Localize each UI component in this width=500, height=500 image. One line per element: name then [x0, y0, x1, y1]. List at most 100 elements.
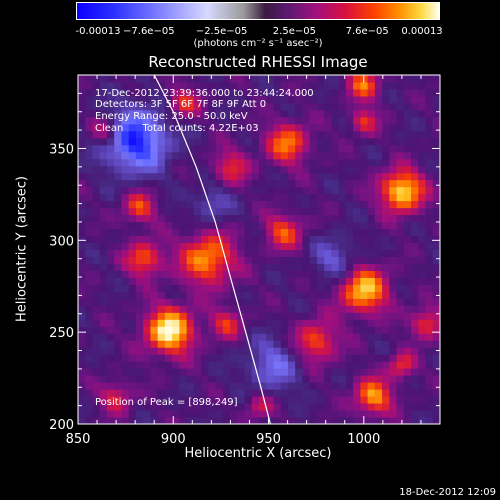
- heatmap-cell: [411, 214, 419, 223]
- heatmap-cell: [345, 88, 354, 97]
- heatmap-cell: [201, 137, 209, 146]
- heatmap-cell: [215, 228, 224, 237]
- heatmap-cell: [309, 137, 318, 146]
- heatmap-cell: [215, 88, 224, 97]
- heatmap-cell: [106, 130, 115, 139]
- heatmap-cell: [186, 235, 195, 244]
- heatmap-cell: [432, 221, 441, 230]
- heatmap-cell: [128, 256, 137, 264]
- heatmap-cell: [273, 144, 282, 153]
- heatmap-cell: [309, 389, 318, 397]
- heatmap-cell: [273, 361, 282, 369]
- clean-counts-annotation: Clean Total counts: 4.22E+03: [95, 123, 259, 134]
- heatmap-cell: [273, 270, 282, 278]
- heatmap-cell: [215, 75, 224, 83]
- heatmap-cell: [418, 151, 427, 160]
- heatmap-cell: [251, 375, 260, 383]
- heatmap-cell: [92, 123, 101, 132]
- heatmap-cell: [331, 214, 340, 223]
- heatmap-cell: [389, 382, 398, 390]
- heatmap-cell: [114, 361, 122, 369]
- heatmap-cell: [367, 123, 376, 132]
- heatmap-cell: [164, 410, 173, 418]
- heatmap-cell: [143, 242, 151, 250]
- heatmap-cell: [251, 382, 260, 390]
- heatmap-cell: [287, 256, 296, 264]
- heatmap-cell: [92, 417, 101, 425]
- heatmap-cell: [99, 130, 108, 139]
- heatmap-cell: [432, 410, 441, 418]
- heatmap-cell: [382, 75, 390, 83]
- heatmap-cell: [208, 382, 217, 390]
- heatmap-cell: [403, 375, 412, 383]
- heatmap-cell: [411, 277, 419, 285]
- heatmap-cell: [193, 249, 202, 257]
- heatmap-cell: [403, 95, 412, 104]
- heatmap-cell: [208, 207, 217, 216]
- heatmap-cell: [418, 179, 427, 188]
- heatmap-cell: [295, 263, 303, 271]
- heatmap-cell: [157, 221, 166, 230]
- heatmap-cell: [295, 256, 303, 264]
- heatmap-cell: [411, 270, 419, 278]
- heatmap-cell: [280, 109, 289, 118]
- heatmap-cell: [92, 193, 101, 202]
- heatmap-cell: [309, 123, 318, 132]
- heatmap-cell: [208, 277, 217, 285]
- heatmap-cell: [338, 130, 347, 139]
- heatmap-cell: [353, 151, 361, 160]
- heatmap-cell: [259, 326, 267, 334]
- heatmap-cell: [186, 389, 195, 397]
- heatmap-cell: [106, 109, 115, 118]
- heatmap-cell: [374, 249, 383, 257]
- heatmap-cell: [295, 151, 303, 160]
- heatmap-cell: [324, 95, 332, 104]
- heatmap-cell: [128, 242, 137, 250]
- heatmap-cell: [360, 165, 369, 174]
- heatmap-cell: [295, 88, 303, 97]
- heatmap-cell: [237, 319, 246, 327]
- heatmap-cell: [324, 326, 332, 334]
- heatmap-cell: [172, 179, 180, 188]
- heatmap-cell: [179, 375, 188, 383]
- heatmap-cell: [222, 242, 231, 250]
- heatmap-cell: [92, 242, 101, 250]
- heatmap-cell: [201, 88, 209, 97]
- heatmap-cell: [382, 326, 390, 334]
- heatmap-cell: [114, 256, 122, 264]
- heatmap-cell: [237, 361, 246, 369]
- heatmap-cell: [403, 81, 412, 90]
- heatmap-cell: [85, 228, 93, 237]
- heatmap-cell: [295, 158, 303, 167]
- heatmap-cell: [179, 326, 188, 334]
- heatmap-cell: [128, 333, 137, 341]
- heatmap-cell: [157, 368, 166, 376]
- heatmap-cell: [374, 319, 383, 327]
- heatmap-cell: [106, 368, 115, 376]
- heatmap-cell: [143, 389, 151, 397]
- heatmap-cell: [143, 158, 151, 167]
- heatmap-cell: [179, 235, 188, 244]
- heatmap-cell: [222, 144, 231, 153]
- heatmap-cell: [186, 298, 195, 306]
- heatmap-cell: [215, 179, 224, 188]
- heatmap-cell: [302, 396, 311, 404]
- heatmap-cell: [121, 284, 130, 292]
- heatmap-cell: [403, 172, 412, 181]
- heatmap-cell: [106, 116, 115, 125]
- heatmap-cell: [135, 417, 144, 425]
- heatmap-cell: [316, 81, 325, 90]
- heatmap-cell: [251, 221, 260, 230]
- heatmap-cell: [309, 172, 318, 181]
- heatmap-cell: [324, 179, 332, 188]
- heatmap-cell: [367, 151, 376, 160]
- heatmap-cell: [222, 207, 231, 216]
- heatmap-cell: [78, 235, 86, 244]
- heatmap-cell: [353, 326, 361, 334]
- heatmap-cell: [99, 333, 108, 341]
- heatmap-cell: [143, 284, 151, 292]
- heatmap-cell: [135, 354, 144, 362]
- heatmap-cell: [411, 347, 419, 355]
- heatmap-cell: [374, 186, 383, 195]
- heatmap-cell: [295, 340, 303, 348]
